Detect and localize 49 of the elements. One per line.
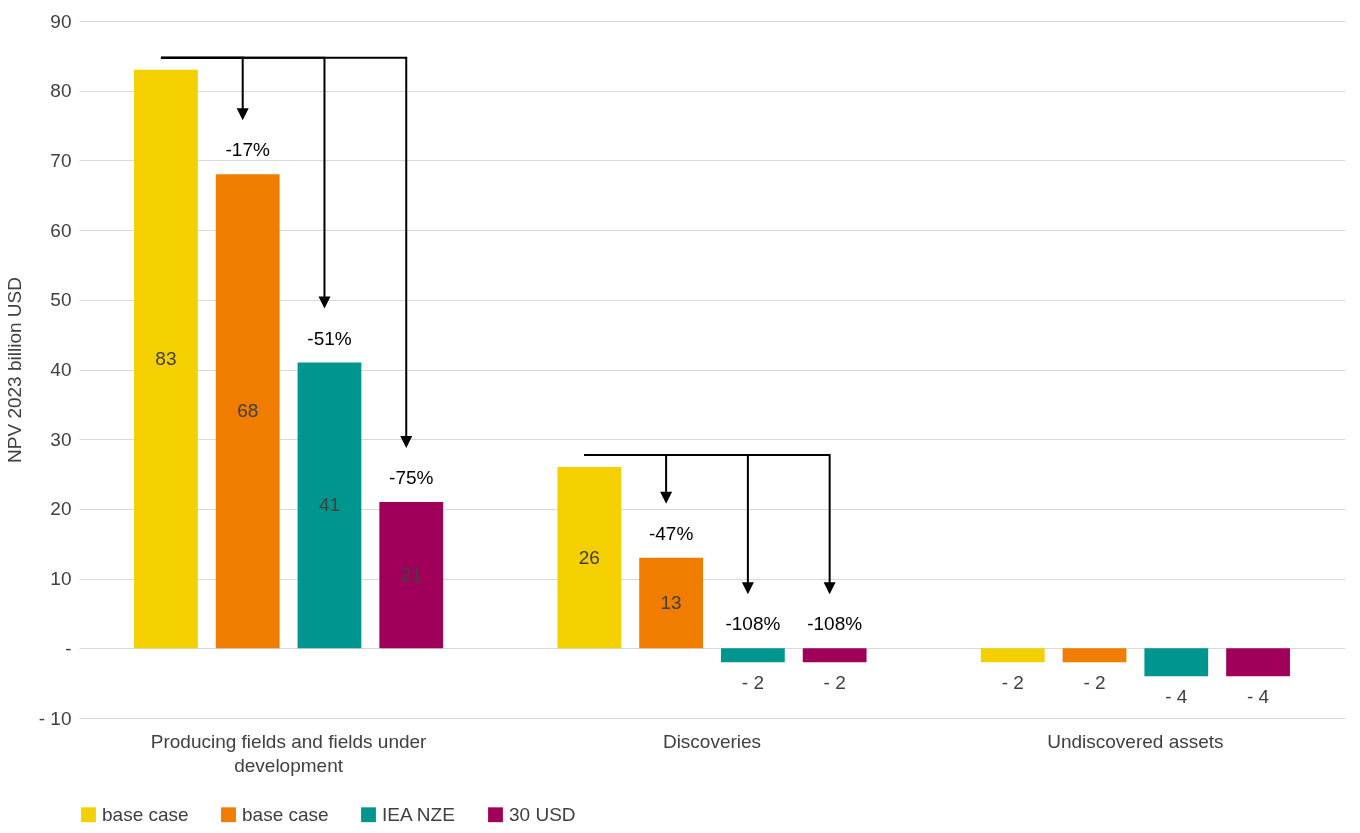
- y-tick-label: 50: [50, 289, 72, 311]
- y-tick-label: -: [65, 637, 72, 659]
- data-label: - 2: [823, 672, 846, 694]
- bar: [720, 648, 785, 663]
- data-label: - 2: [741, 672, 764, 694]
- annotation: -51%: [307, 327, 352, 349]
- annotation: -108%: [807, 613, 863, 635]
- y-tick-label: 70: [50, 149, 72, 171]
- legend-label: 30 USD: [509, 803, 576, 825]
- x-tick-label: Producing fields and fields under development: [150, 730, 428, 776]
- x-tick-label: Undiscovered assets: [1047, 730, 1224, 752]
- y-tick-label: 80: [50, 80, 72, 102]
- bar: [1062, 648, 1127, 663]
- legend-label: base case: [102, 803, 189, 825]
- data-label: 41: [318, 494, 341, 516]
- y-tick-label: 60: [50, 219, 72, 241]
- bar: [557, 467, 622, 649]
- y-tick-label: 90: [50, 10, 72, 32]
- y-tick-label: 20: [50, 498, 72, 520]
- bar: [134, 69, 198, 649]
- data-label: 83: [155, 348, 177, 370]
- annotation: -47%: [648, 522, 694, 544]
- data-label: 26: [578, 546, 600, 568]
- bar: [379, 501, 444, 649]
- data-label: - 2: [1001, 672, 1024, 694]
- data-label: 13: [660, 591, 682, 613]
- bar: [297, 362, 362, 649]
- data-label: - 4: [1246, 686, 1270, 708]
- annotation: -75%: [389, 466, 434, 488]
- bar: [639, 557, 704, 649]
- data-label: 21: [400, 564, 422, 586]
- y-tick-label: 30: [50, 428, 72, 450]
- x-tick-label: Discoveries: [662, 730, 762, 752]
- y-tick-label: 10: [50, 568, 72, 590]
- annotation: -108%: [725, 613, 781, 635]
- y-tick-label: 40: [50, 359, 72, 380]
- legend-label: IEA NZE: [382, 803, 455, 825]
- y-axis-title: NPV 2023 billion USD: [3, 277, 25, 463]
- annotation: -17%: [225, 139, 270, 161]
- bar: [1226, 648, 1290, 677]
- data-label: - 2: [1083, 672, 1106, 694]
- y-tick-label: - 10: [38, 707, 72, 729]
- bar: [1144, 648, 1209, 677]
- data-label: - 4: [1165, 686, 1188, 708]
- legend-label: base case: [242, 803, 329, 825]
- data-label: 68: [237, 400, 259, 422]
- bar: [980, 648, 1045, 663]
- bar: [802, 648, 867, 663]
- bar: [215, 174, 280, 649]
